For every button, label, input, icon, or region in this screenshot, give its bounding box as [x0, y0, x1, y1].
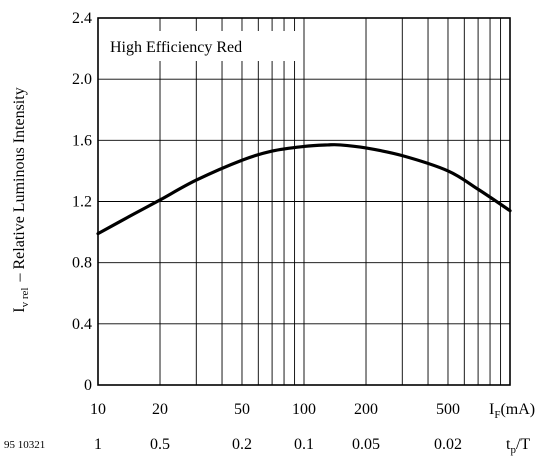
secondary-tick-label: 1 — [94, 436, 102, 453]
secondary-tick-labels: 1 0.5 0.2 0.1 0.05 0.02 — [94, 436, 462, 453]
y-axis-subscript: v rel — [19, 288, 31, 308]
grid-lines — [98, 18, 510, 385]
x-tick-label: 10 — [90, 401, 106, 418]
y-tick-label: 2.0 — [72, 71, 92, 88]
y-tick-label: 2.4 — [72, 10, 92, 27]
x-tick-label: 100 — [292, 401, 316, 418]
y-tick-label: 1.2 — [72, 194, 92, 211]
y-axis-text: – Relative Luminous Intensity — [11, 87, 28, 282]
x-axis-symbol: I — [489, 401, 494, 418]
y-tick-label: 0 — [84, 377, 92, 394]
series-group — [96, 143, 512, 236]
x-axis-subscript: F — [494, 409, 500, 421]
x-axis-label: IF(mA) — [489, 401, 535, 421]
y-tick-label: 0.8 — [72, 255, 92, 272]
x-tick-labels: 10 20 50 100 200 500 — [90, 401, 460, 418]
figure-code: 95 10321 — [4, 439, 45, 451]
x-tick-label: 500 — [436, 401, 460, 418]
secondary-tick-label: 0.5 — [150, 436, 170, 453]
x-tick-label: 200 — [354, 401, 378, 418]
x-tick-label: 20 — [152, 401, 168, 418]
secondary-axis-tail: /T — [516, 436, 530, 453]
y-axis-label: Iv rel – Relative Luminous Intensity — [11, 87, 31, 312]
x-axis-unit: (mA) — [500, 401, 535, 418]
secondary-tick-label: 0.02 — [434, 436, 462, 453]
y-tick-label: 1.6 — [72, 132, 92, 149]
legend-text: High Efficiency Red — [110, 39, 242, 56]
secondary-tick-label: 0.2 — [232, 436, 252, 453]
x-tick-label: 50 — [234, 401, 250, 418]
secondary-axis-main: t — [506, 436, 511, 453]
y-tick-labels: 0 0.4 0.8 1.2 1.6 2.0 2.4 — [72, 10, 92, 394]
secondary-tick-label: 0.05 — [352, 436, 380, 453]
secondary-tick-label: 0.1 — [294, 436, 314, 453]
series-line — [96, 143, 512, 236]
y-tick-label: 0.4 — [72, 316, 92, 333]
y-axis-symbol: I — [11, 307, 28, 312]
secondary-axis-sub: p — [510, 444, 516, 456]
legend-box — [104, 31, 303, 61]
plot-frame — [97, 17, 511, 386]
secondary-axis-label: tp/T — [506, 436, 530, 456]
